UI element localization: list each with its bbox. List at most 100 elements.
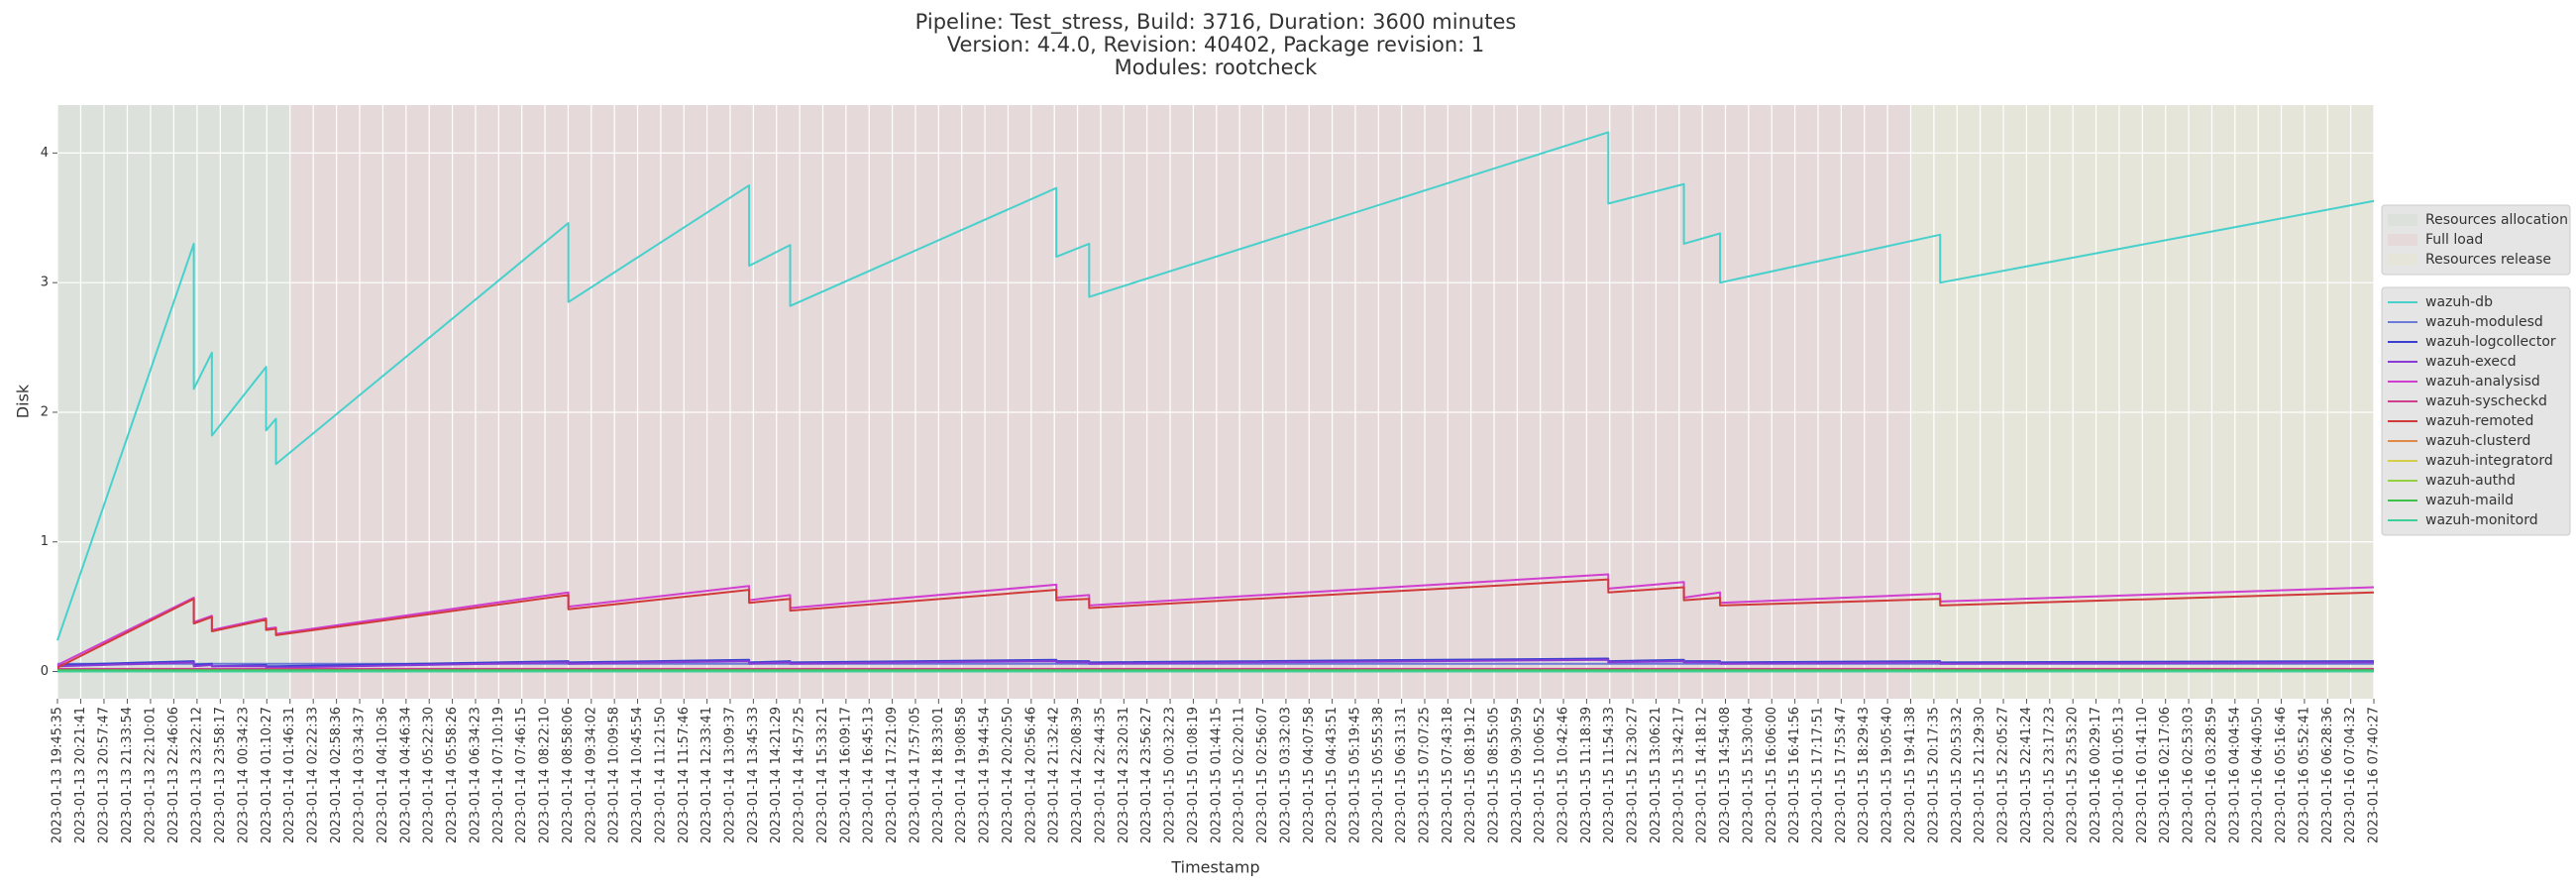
- x-tick-label: 2023-01-14 18:33:01: [931, 707, 946, 843]
- legend-swatch: [2388, 214, 2417, 226]
- x-tick-label: 2023-01-13 22:46:06: [166, 707, 181, 843]
- x-tick-label: 2023-01-14 10:09:58: [607, 707, 622, 843]
- x-tick-label: 2023-01-15 12:30:27: [1626, 707, 1641, 843]
- x-tick-label: 2023-01-13 23:58:17: [213, 707, 228, 843]
- x-tick-label: 2023-01-15 05:19:45: [1347, 707, 1362, 843]
- x-tick-label: 2023-01-14 04:46:34: [398, 707, 413, 843]
- x-tick-label: 2023-01-15 14:18:12: [1695, 707, 1710, 843]
- x-tick-label: 2023-01-14 13:09:37: [723, 707, 738, 843]
- x-tick-label: 2023-01-15 04:43:51: [1325, 707, 1340, 843]
- x-tick-label: 2023-01-16 01:05:13: [2111, 707, 2126, 843]
- legend-label: wazuh-logcollector: [2425, 334, 2556, 350]
- x-tick-label: 2023-01-15 10:06:52: [1533, 707, 1548, 843]
- x-tick-label: 2023-01-13 22:10:01: [143, 707, 158, 843]
- x-axis-label: Timestamp: [1170, 858, 1259, 877]
- x-tick-label: 2023-01-14 05:22:30: [422, 707, 437, 843]
- x-tick-label: 2023-01-15 02:56:07: [1255, 707, 1270, 843]
- x-tick-label: 2023-01-15 13:42:17: [1671, 707, 1686, 843]
- x-tick-label: 2023-01-14 21:32:42: [1047, 707, 1062, 843]
- x-tick-label: 2023-01-15 23:53:20: [2066, 707, 2081, 843]
- x-tick-label: 2023-01-14 17:21:09: [885, 707, 900, 843]
- x-tick-label: 2023-01-15 08:55:05: [1487, 707, 1502, 843]
- x-tick-label: 2023-01-14 09:34:02: [584, 707, 598, 843]
- legend-label: wazuh-execd: [2425, 354, 2517, 370]
- y-axis-label: Disk: [14, 384, 33, 418]
- x-tick-label: 2023-01-16 04:40:50: [2251, 707, 2266, 843]
- legend-label: Full load: [2425, 232, 2483, 248]
- legend-label: wazuh-clusterd: [2425, 433, 2530, 449]
- x-tick-label: 2023-01-14 20:20:50: [1001, 707, 1016, 843]
- x-tick-label: 2023-01-15 17:17:51: [1810, 707, 1825, 843]
- legend-box: [2381, 286, 2571, 536]
- x-tick-label: 2023-01-16 01:41:10: [2135, 707, 2150, 843]
- x-tick-label: 2023-01-15 23:17:23: [2042, 707, 2057, 843]
- legend-label: wazuh-db: [2425, 294, 2493, 310]
- x-tick-label: 2023-01-15 20:53:32: [1950, 707, 1965, 843]
- x-tick-label: 2023-01-15 14:54:08: [1718, 707, 1733, 843]
- x-tick-label: 2023-01-15 11:54:33: [1602, 707, 1617, 843]
- legend-label: wazuh-remoted: [2425, 413, 2533, 429]
- legend-label: wazuh-authd: [2425, 473, 2516, 489]
- x-tick-label: 2023-01-13 23:22:12: [189, 707, 204, 843]
- y-tick-label: 3: [41, 276, 49, 290]
- x-tick-label: 2023-01-15 16:06:00: [1765, 707, 1779, 843]
- x-tick-label: 2023-01-14 02:22:33: [306, 707, 321, 843]
- x-tick-label: 2023-01-15 17:53:47: [1834, 707, 1849, 843]
- x-tick-label: 2023-01-15 20:17:35: [1926, 707, 1941, 843]
- legend-label: wazuh-monitord: [2425, 512, 2538, 528]
- x-tick-label: 2023-01-15 07:43:18: [1441, 707, 1455, 843]
- series-line: [56, 578, 2375, 669]
- x-tick-label: 2023-01-15 18:29:43: [1857, 707, 1872, 843]
- x-tick-label: 2023-01-15 03:32:03: [1278, 707, 1293, 843]
- x-tick-label: 2023-01-14 23:20:31: [1117, 707, 1131, 843]
- x-tick-label: 2023-01-15 10:42:46: [1556, 707, 1571, 843]
- x-tick-label: 2023-01-16 05:52:41: [2297, 707, 2311, 843]
- x-tick-label: 2023-01-16 02:53:03: [2182, 707, 2197, 843]
- x-tick-label: 2023-01-14 15:33:21: [815, 707, 830, 843]
- x-tick-label: 2023-01-15 02:20:11: [1233, 707, 1247, 843]
- x-tick-label: 2023-01-14 10:45:54: [630, 707, 645, 843]
- x-tick-label: 2023-01-15 01:44:15: [1209, 707, 1224, 843]
- y-tick-label: 2: [41, 404, 49, 419]
- x-tick-label: 2023-01-15 07:07:25: [1417, 707, 1432, 843]
- x-tick-label: 2023-01-15 13:06:21: [1649, 707, 1664, 843]
- x-tick-label: 2023-01-14 00:34:23: [236, 707, 251, 843]
- x-tick-label: 2023-01-14 22:44:35: [1093, 707, 1108, 843]
- x-tick-label: 2023-01-14 08:58:06: [561, 707, 576, 843]
- x-tick-label: 2023-01-15 19:05:40: [1880, 707, 1895, 843]
- x-tick-label: 2023-01-16 07:40:27: [2367, 707, 2382, 843]
- x-tick-label: 2023-01-15 22:41:24: [2019, 707, 2034, 843]
- x-tick-label: 2023-01-16 07:04:32: [2343, 707, 2358, 843]
- legend-label: wazuh-syscheckd: [2425, 393, 2547, 409]
- x-tick-label: 2023-01-14 19:08:58: [954, 707, 969, 843]
- x-tick-label: 2023-01-15 11:18:39: [1579, 707, 1594, 843]
- x-tick-label: 2023-01-14 08:22:10: [538, 707, 553, 843]
- x-tick-label: 2023-01-15 08:19:12: [1463, 707, 1478, 843]
- x-tick-label: 2023-01-14 16:45:13: [862, 707, 877, 843]
- x-tick-label: 2023-01-16 05:16:46: [2274, 707, 2289, 843]
- x-tick-label: 2023-01-14 12:33:41: [699, 707, 714, 843]
- x-tick-label: 2023-01-14 11:57:46: [677, 707, 692, 843]
- chart-title: Modules: rootcheck: [1115, 56, 1318, 79]
- x-tick-label: 2023-01-16 04:04:54: [2227, 707, 2242, 843]
- x-tick-label: 2023-01-13 21:33:54: [120, 707, 135, 843]
- x-tick-label: 2023-01-13 20:21:41: [73, 707, 88, 843]
- legend-label: wazuh-integratord: [2425, 453, 2553, 469]
- x-tick-label: 2023-01-13 19:45:35: [51, 707, 65, 843]
- x-tick-label: 2023-01-14 22:08:39: [1070, 707, 1085, 843]
- x-tick-label: 2023-01-14 16:09:17: [838, 707, 853, 843]
- x-tick-label: 2023-01-14 07:46:15: [514, 707, 529, 843]
- legend-label: wazuh-analysisd: [2425, 374, 2540, 390]
- y-tick-label: 1: [41, 534, 49, 549]
- x-tick-label: 2023-01-15 16:41:56: [1787, 707, 1802, 843]
- x-tick-label: 2023-01-14 01:10:27: [260, 707, 274, 843]
- x-tick-label: 2023-01-14 20:56:46: [1023, 707, 1038, 843]
- legend-label: wazuh-maild: [2425, 493, 2514, 508]
- x-tick-label: 2023-01-15 22:05:27: [1996, 707, 2011, 843]
- legend-box: [2381, 204, 2571, 276]
- x-tick-label: 2023-01-14 14:21:29: [769, 707, 784, 843]
- x-tick-label: 2023-01-15 06:31:31: [1394, 707, 1409, 843]
- x-tick-label: 2023-01-14 05:58:26: [445, 707, 460, 843]
